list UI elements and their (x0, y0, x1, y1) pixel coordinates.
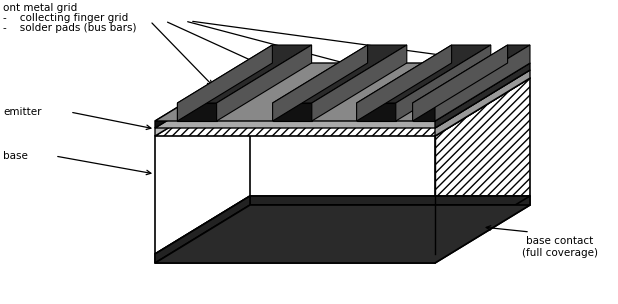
Polygon shape (155, 63, 530, 121)
Polygon shape (396, 45, 491, 121)
Polygon shape (357, 103, 396, 121)
Polygon shape (155, 205, 530, 263)
Polygon shape (155, 196, 530, 254)
Polygon shape (250, 196, 530, 205)
Polygon shape (155, 70, 530, 128)
Polygon shape (435, 70, 530, 136)
Polygon shape (413, 45, 507, 121)
Text: base: base (3, 151, 28, 161)
Polygon shape (155, 78, 250, 254)
Polygon shape (357, 45, 491, 103)
Polygon shape (273, 45, 407, 103)
Text: emitter: emitter (3, 107, 41, 117)
Polygon shape (273, 103, 312, 121)
Polygon shape (435, 78, 530, 254)
Polygon shape (413, 45, 530, 103)
Text: base contact
(full coverage): base contact (full coverage) (522, 236, 598, 257)
Polygon shape (177, 45, 311, 103)
Polygon shape (216, 45, 311, 121)
Polygon shape (155, 78, 530, 136)
Polygon shape (155, 70, 250, 136)
Polygon shape (357, 45, 452, 121)
Polygon shape (273, 45, 368, 121)
Polygon shape (155, 196, 250, 263)
Text: -    solder pads (bus bars): - solder pads (bus bars) (3, 23, 137, 33)
Text: -    collecting finger grid: - collecting finger grid (3, 13, 129, 23)
Polygon shape (177, 45, 273, 121)
Polygon shape (413, 103, 435, 121)
Polygon shape (312, 45, 407, 121)
Polygon shape (155, 254, 435, 263)
Polygon shape (435, 63, 530, 128)
Polygon shape (177, 103, 216, 121)
Text: ont metal grid: ont metal grid (3, 3, 77, 13)
Polygon shape (435, 45, 530, 121)
Polygon shape (155, 63, 250, 128)
Polygon shape (435, 196, 530, 263)
